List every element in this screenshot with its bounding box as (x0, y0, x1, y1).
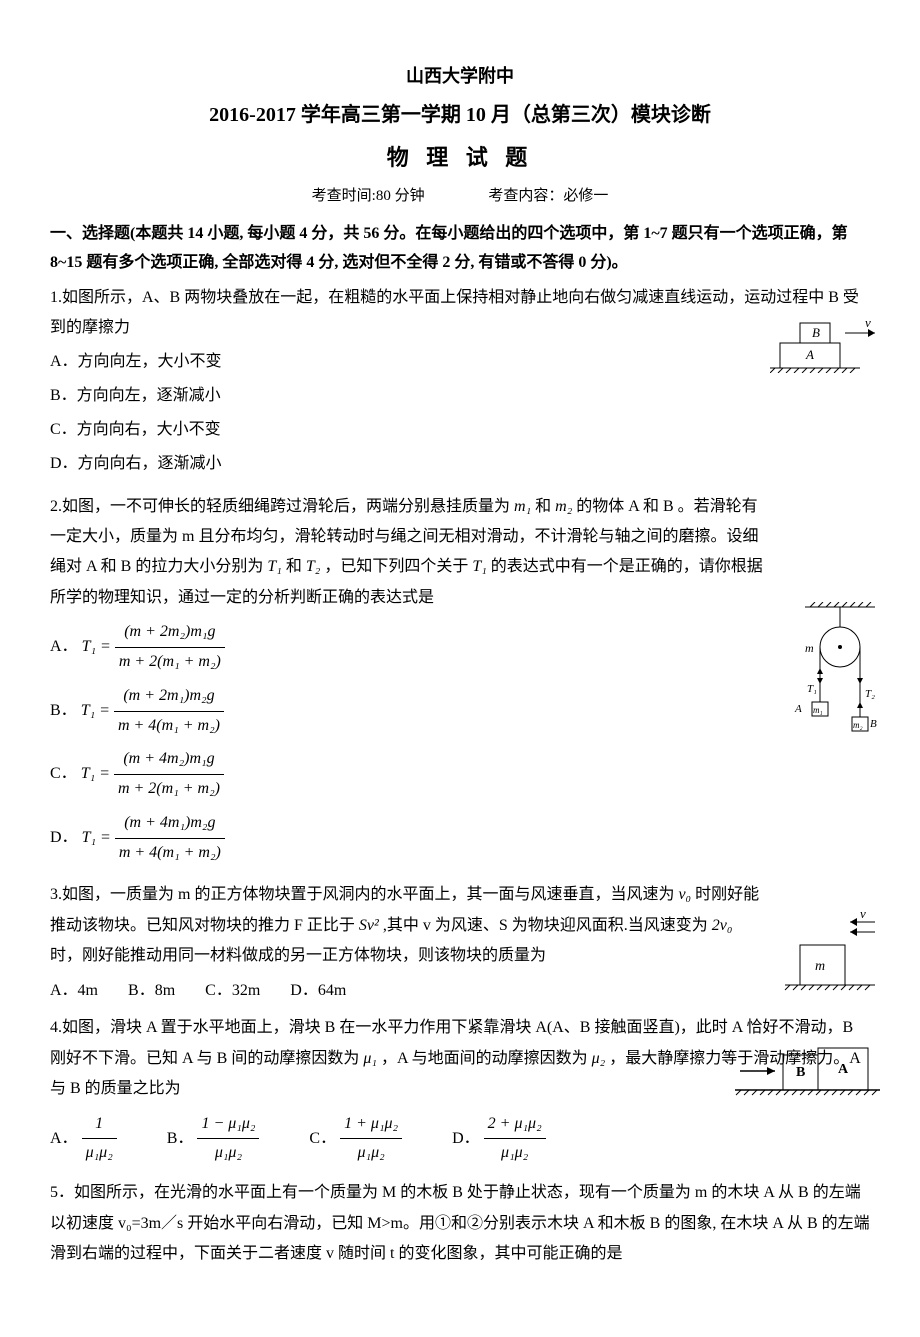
q1-figure: B A v (770, 303, 880, 373)
q1-text: 1.如图所示，A、B 两物块叠放在一起，在粗糙的水平面上保持相对静止地向右做匀减… (50, 283, 870, 344)
header-title: 2016-2017 学年高三第一学期 10 月（总第三次）模块诊断 (50, 97, 870, 133)
header-school: 山西大学附中 (50, 60, 870, 92)
exam-time: 考查时间:80 分钟 (312, 188, 425, 204)
q2-fig-label-m2: m₂ (853, 720, 863, 730)
q1-option-d: D．方向向右，逐渐减小 (50, 450, 444, 479)
q2-fig-label-m: m (805, 641, 814, 655)
q3-option-d: D．64m (290, 977, 346, 1006)
question-5: 5．如图所示，在光滑的水平面上有一个质量为 M 的木板 B 处于静止状态，现有一… (50, 1178, 870, 1269)
q1-option-b: B．方向向左，逐渐减小 (50, 382, 444, 411)
q2-fig-label-a: A (794, 703, 802, 715)
q3-option-a: A．4m (50, 977, 98, 1006)
q2-option-a: A． T₁ = (m + 2m₂)m₁gm + 2(m₁ + m₂) (50, 618, 396, 677)
q4-fig-label-a: A (838, 1062, 849, 1077)
section1-header: 一、选择题(本题共 14 小题, 每小题 4 分，共 56 分。在每小题给出的四… (50, 220, 870, 278)
q2-fig-label-t1: T₁ (807, 683, 817, 695)
q4-figure: B A (735, 1043, 880, 1103)
q3-figure: m v (780, 910, 880, 1000)
q3-fig-label-m: m (815, 959, 825, 974)
q3-fig-label-v: v (860, 910, 866, 921)
question-4: B A 4.如图，滑块 A 置于水平地面上，滑块 B 在一水平力作用下紧靠滑块 … (50, 1013, 870, 1168)
q4-fig-label-b: B (796, 1065, 805, 1080)
q4-option-d: D． 2 + μ₁μ₂μ₁μ₂ (452, 1110, 546, 1169)
q2-fig-label-m1: m₁ (813, 705, 823, 715)
exam-content: 考查内容：必修一 (488, 188, 608, 204)
question-3: m v 3.如图，一质量为 m 的正方体物块置于风洞内的水平面上，其一面与风速垂… (50, 880, 870, 1005)
q1-option-a: A．方向向左，大小不变 (50, 348, 444, 377)
q2-option-d: D． T₁ = (m + 4m₁)m₂gm + 4(m₁ + m₂) (50, 809, 396, 868)
q2-text: 2.如图，一不可伸长的轻质细绳跨过滑轮后，两端分别悬挂质量为 m₁ 和 m₂ 的… (50, 492, 870, 614)
question-1: B A v 1.如图所示，A、B 两物块叠放在一起，在粗糙的水平面上保持相对静止… (50, 283, 870, 484)
q2-fig-label-t2: T₂ (865, 688, 875, 700)
header-info: 考查时间:80 分钟 考查内容：必修一 (50, 183, 870, 210)
header-subject: 物 理 试 题 (50, 138, 870, 178)
q4-option-a: A． 1μ₁μ₂ (50, 1110, 117, 1169)
question-2: m T₁ T₂ A B m₁ m₂ 2.如图，一不可伸长的轻质细绳跨过滑轮后，两… (50, 492, 870, 873)
q1-fig-label-b: B (812, 325, 820, 340)
q2-figure: m T₁ T₂ A B m₁ m₂ (785, 602, 880, 752)
q4-option-b: B． 1 − μ₁μ₂μ₁μ₂ (167, 1110, 260, 1169)
q4-option-c: C． 1 + μ₁μ₂μ₁μ₂ (309, 1110, 402, 1169)
q5-text: 5．如图所示，在光滑的水平面上有一个质量为 M 的木板 B 处于静止状态，现有一… (50, 1178, 870, 1269)
q1-option-c: C．方向向右，大小不变 (50, 416, 444, 445)
q3-text: 3.如图，一质量为 m 的正方体物块置于风洞内的水平面上，其一面与风速垂直，当风… (50, 880, 870, 971)
q2-option-c: C． T₁ = (m + 4m₂)m₁gm + 2(m₁ + m₂) (50, 745, 396, 804)
q3-option-c: C．32m (205, 977, 260, 1006)
q2-fig-label-b: B (870, 718, 877, 730)
q1-fig-label-a: A (805, 347, 814, 362)
q3-option-b: B．8m (128, 977, 175, 1006)
q1-fig-label-v: v (865, 315, 871, 330)
q2-option-b: B． T₁ = (m + 2m₁)m₂gm + 4(m₁ + m₂) (50, 682, 396, 741)
